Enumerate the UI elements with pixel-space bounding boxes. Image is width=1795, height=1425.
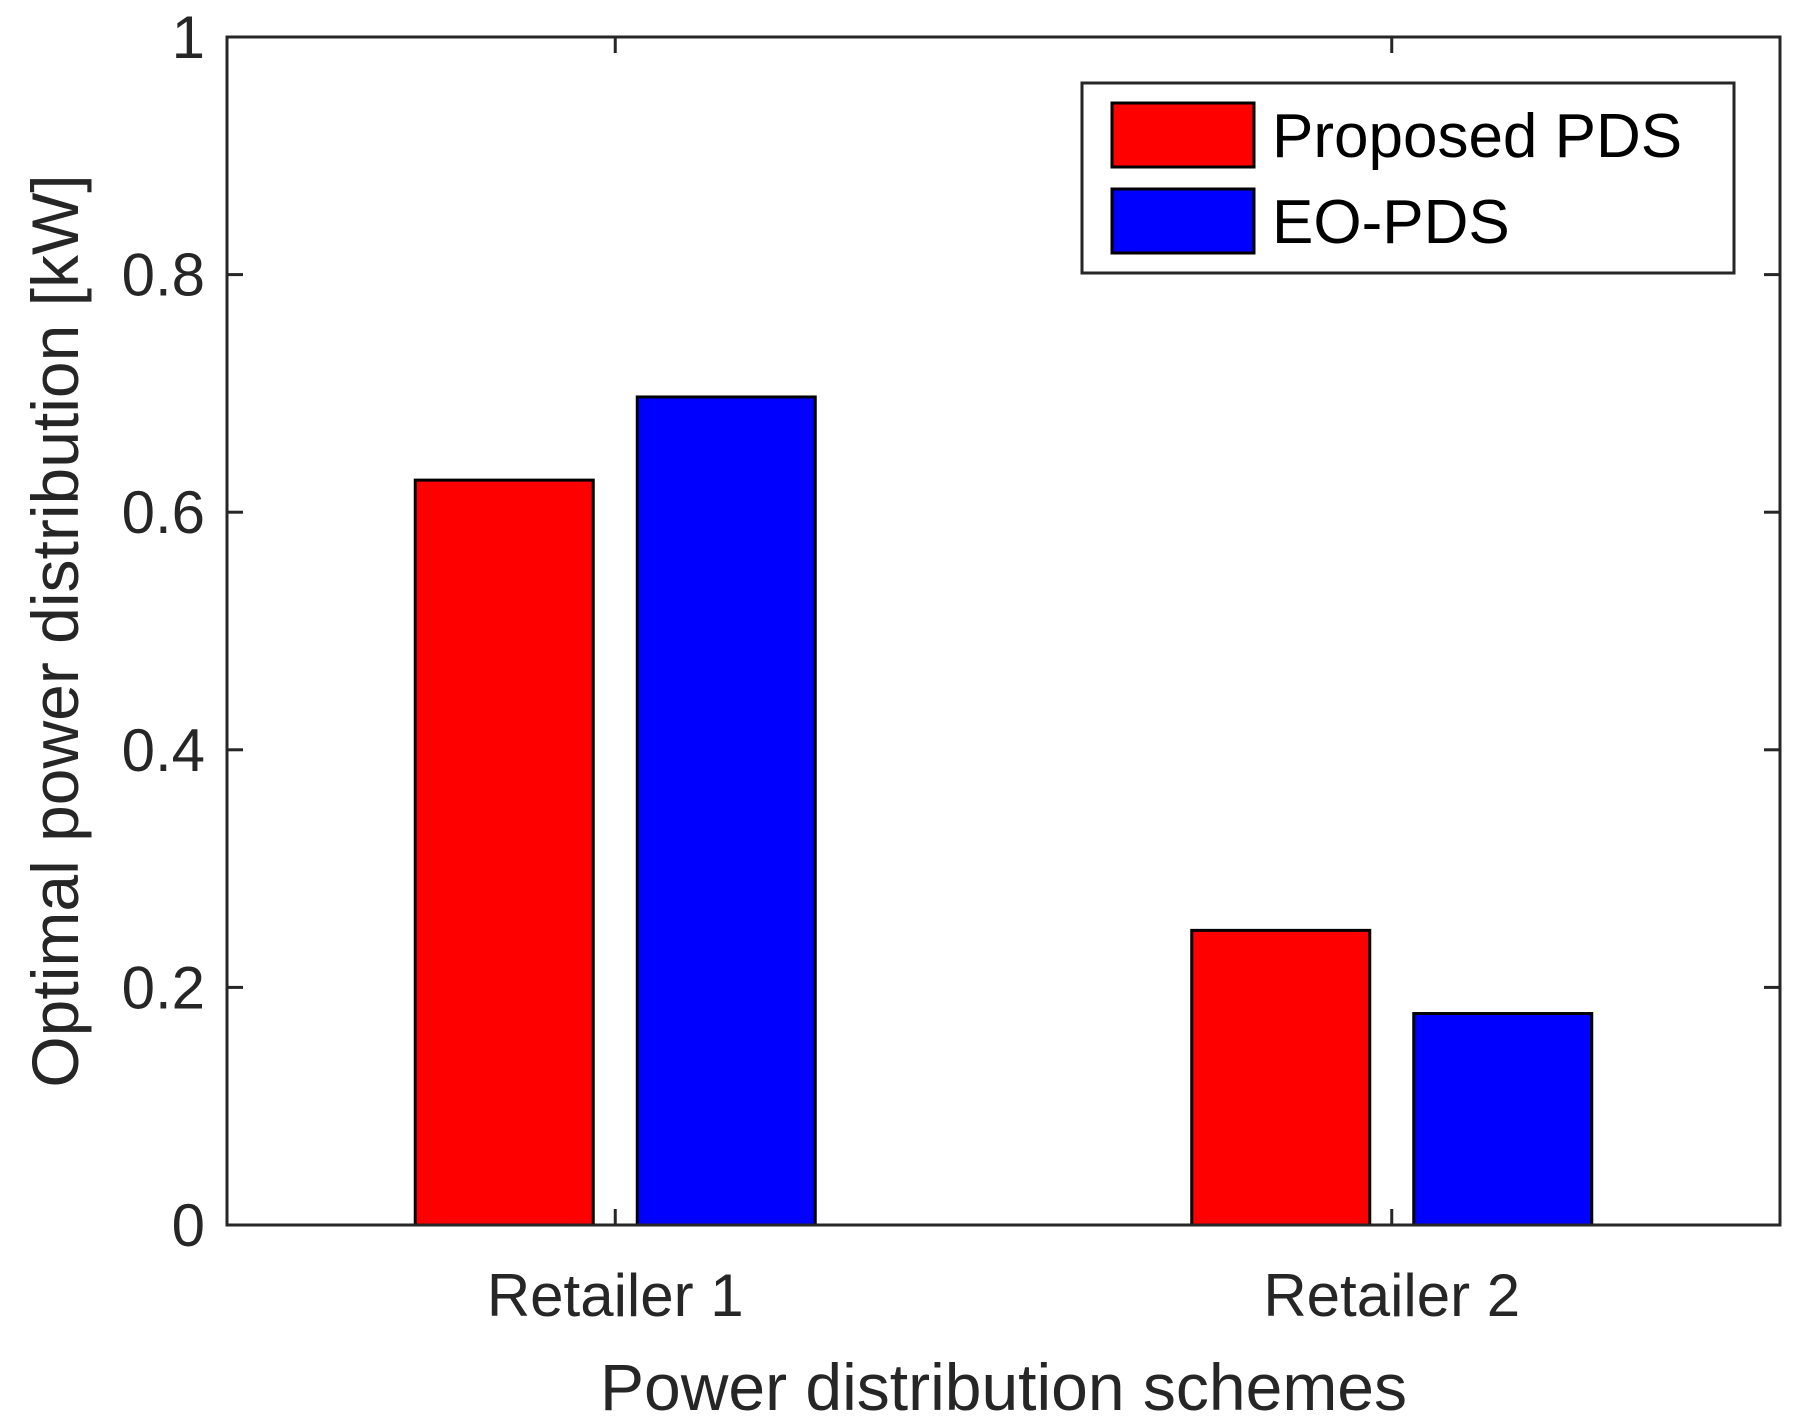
x-tick-labels: Retailer 1 Retailer 2 [487,1262,1520,1329]
x-axis-label: Power distribution schemes [600,1350,1407,1424]
legend: Proposed PDS EO-PDS [1080,81,1736,275]
y-tick-label-3: 0.6 [122,479,205,546]
bars-layer [413,395,1594,1227]
bar-eo-pds-2 [1412,1012,1594,1227]
bar-eo-pds-1 [635,395,817,1227]
y-axis-label: Optimal power distribution [kW] [18,174,92,1087]
legend-label-eo-pds: EO-PDS [1272,188,1510,257]
y-tick-label-4: 0.8 [122,242,205,309]
legend-label-proposed-pds: Proposed PDS [1272,102,1682,171]
plot-frame [225,35,1782,1227]
y-tick-label-5: 1 [172,4,205,71]
x-tick-label-2: Retailer 2 [1263,1262,1520,1329]
legend-swatch-eo-pds [1110,187,1256,255]
y-tick-label-2: 0.4 [122,717,205,784]
bar-proposed-pds-1 [413,478,595,1227]
bar-proposed-pds-2 [1190,928,1372,1227]
x-tick-label-1: Retailer 1 [487,1262,744,1329]
y-tick-label-0: 0 [172,1192,205,1259]
y-tick-labels: 0 0.2 0.4 0.6 0.8 1 [122,4,205,1259]
legend-swatch-proposed-pds [1110,101,1256,169]
y-tick-label-1: 0.2 [122,954,205,1021]
